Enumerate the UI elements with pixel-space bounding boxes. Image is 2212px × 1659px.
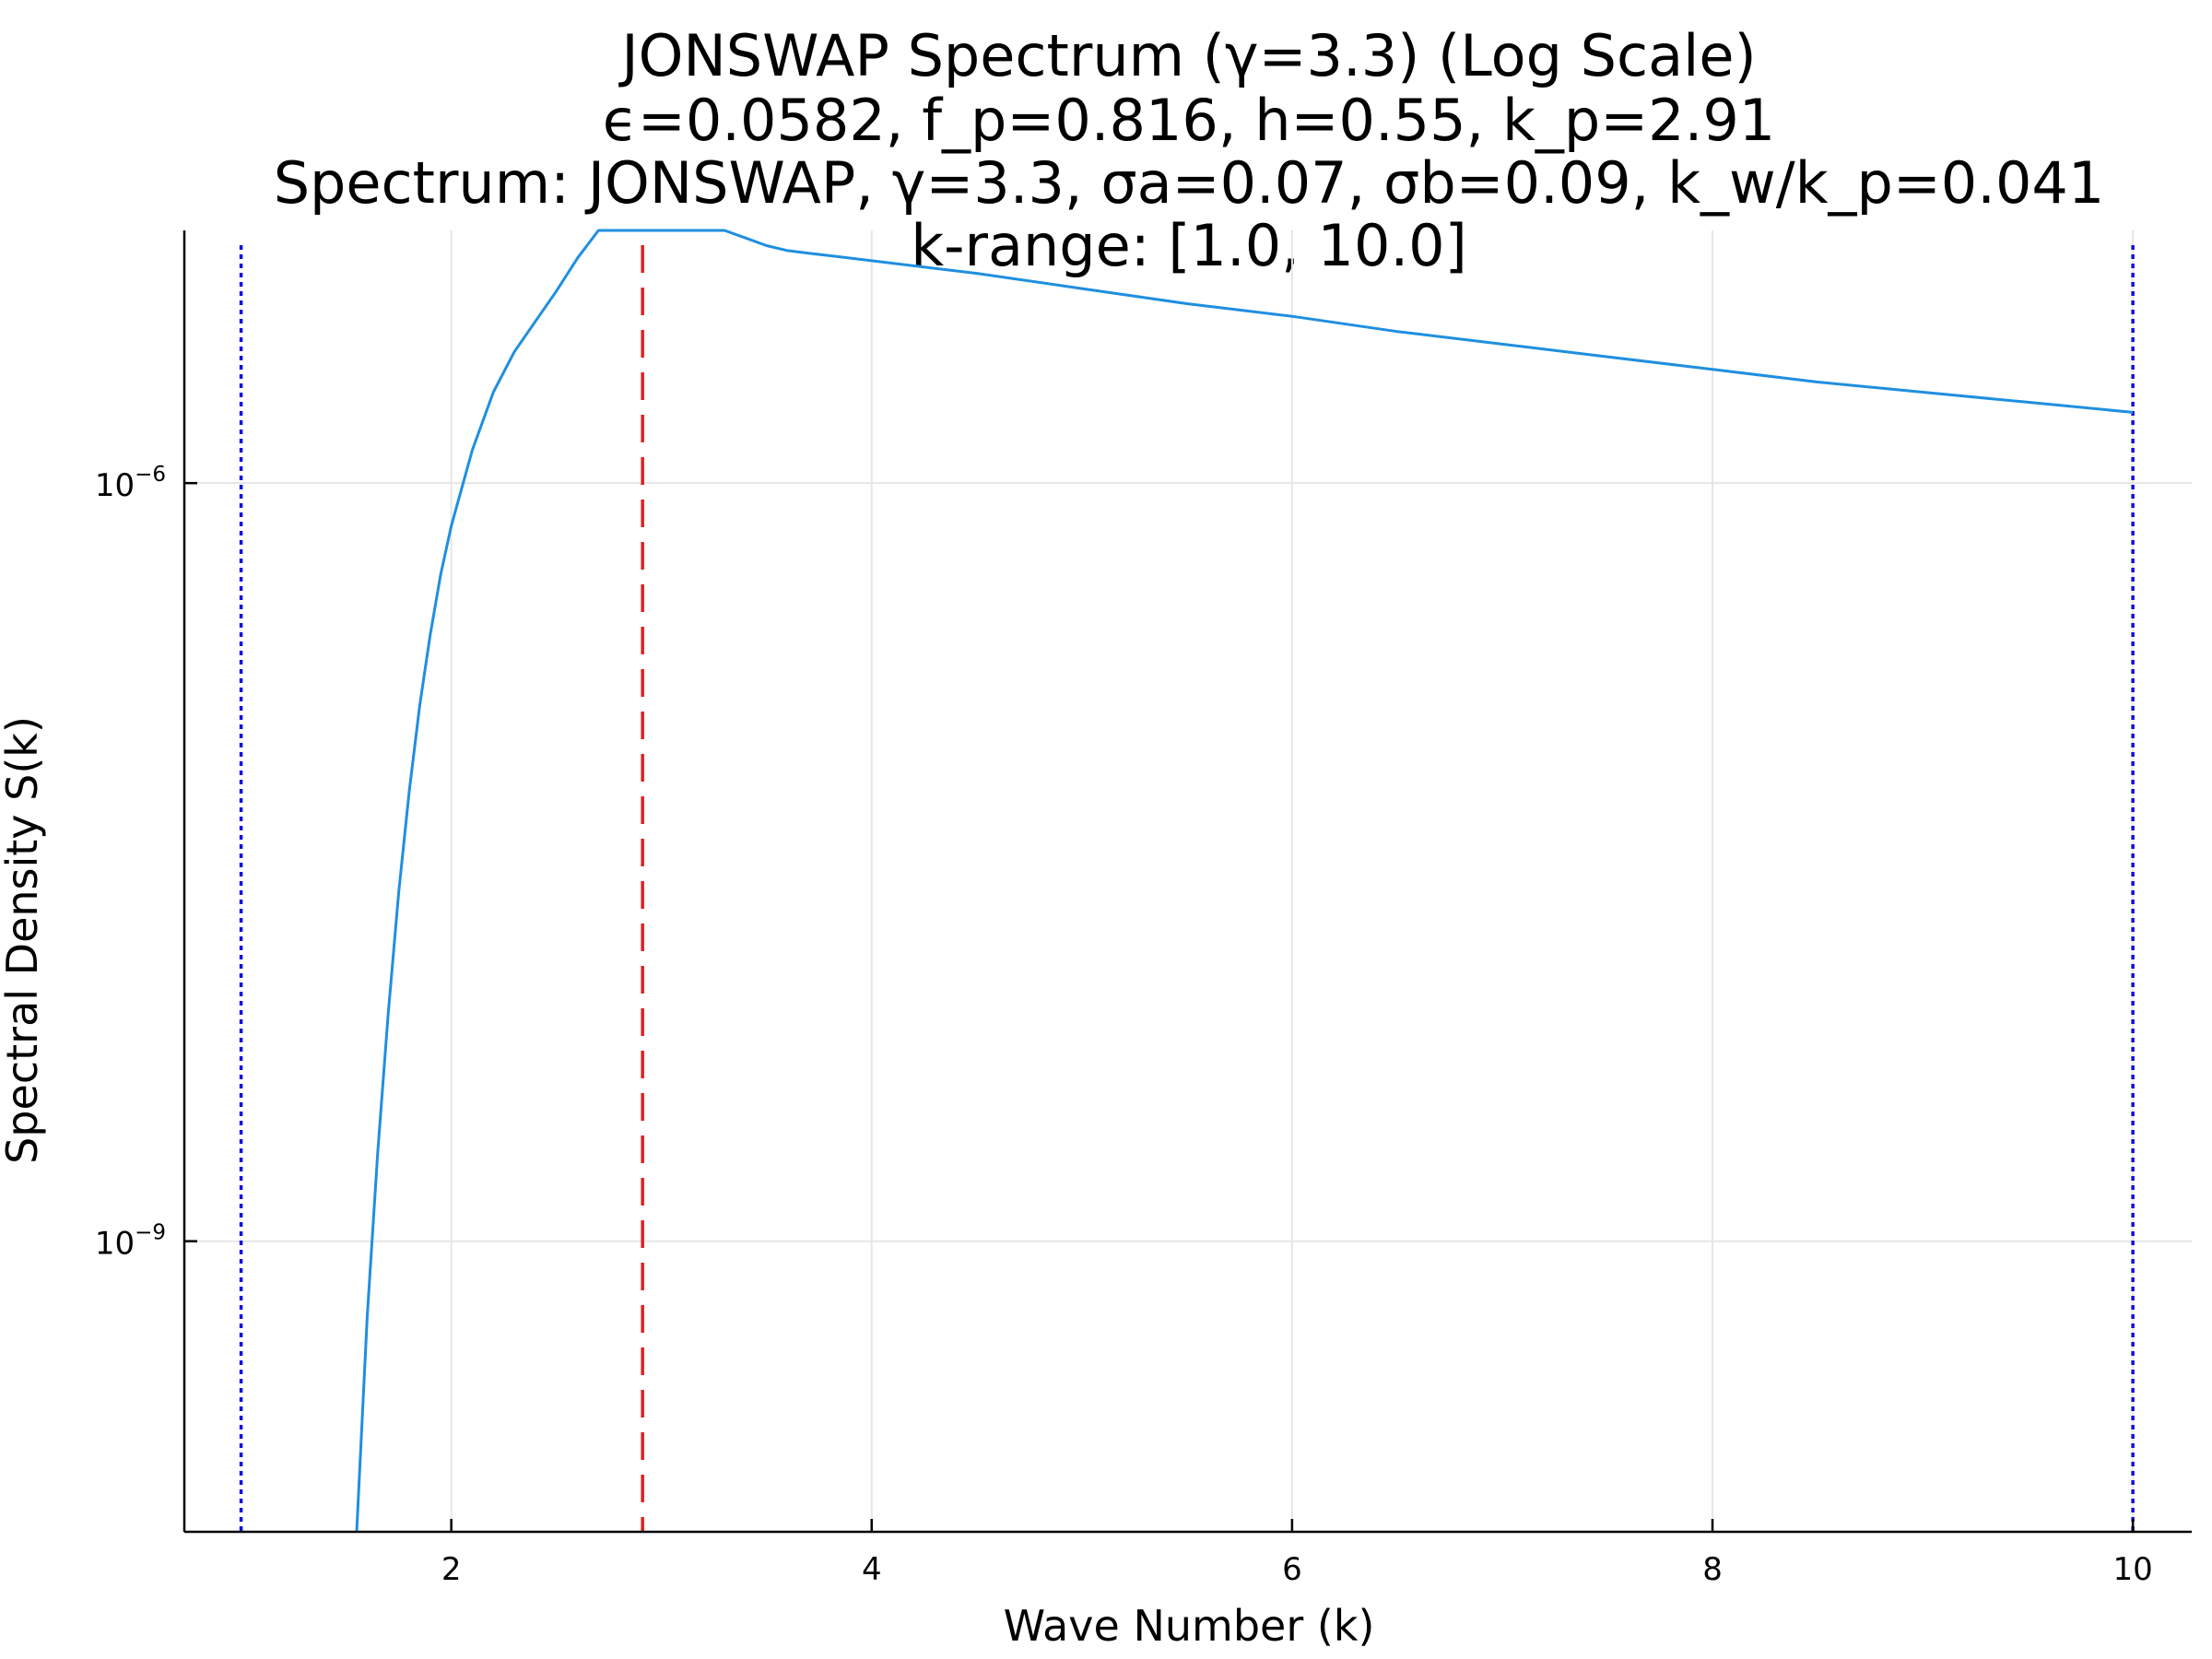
chart-title-line-2: ϵ=0.0582, f_p=0.816, h=0.55, k_p=2.91 [603,87,1775,154]
y-axis-ticks: 10−610−9 [95,463,197,1263]
reference-lines [239,245,2135,1532]
chart-title: JONSWAP Spectrum (γ=3.3) (Log Scale) ϵ=0… [274,22,2105,279]
chart-title-line-4: k-range: [1.0, 10.0] [911,212,1467,279]
x-tick-label: 6 [1282,1551,1302,1588]
grid [184,230,2192,1532]
x-axis-ticks: 2 4 6 8 10 [441,1519,2153,1588]
y-axis-label: Spectral Density S(k) [0,716,47,1164]
x-tick-label: 4 [862,1551,882,1588]
y-tick-base: 10 [95,1226,135,1263]
x-tick-label: 8 [1702,1551,1723,1588]
chart-title-line-3: Spectrum: JONSWAP, γ=3.3, σa=0.07, σb=0.… [274,149,2105,217]
x-axis-label: Wave Number (k) [1004,1601,1375,1651]
y-tick-exponent: −9 [135,1221,166,1245]
series-layer [355,229,2134,1533]
y-tick-label: 10−9 [95,1221,166,1263]
x-tick-label: 10 [2113,1551,2153,1588]
chart-title-line-1: JONSWAP Spectrum (γ=3.3) (Log Scale) [618,22,1756,89]
y-tick-base: 10 [95,467,135,504]
y-tick-exponent: −6 [135,463,166,487]
y-tick-label: 10−6 [95,463,166,504]
x-tick-label: 2 [441,1551,462,1588]
series-line [355,229,2134,1533]
